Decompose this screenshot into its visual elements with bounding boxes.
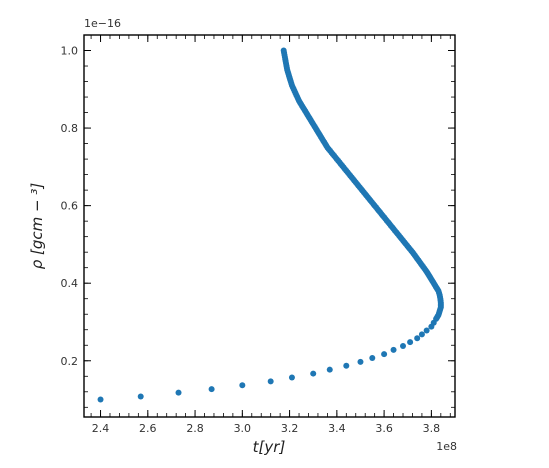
x-tick-label: 2.4 [92,422,110,435]
data-point [267,378,274,385]
y-offset-label: 1e−16 [84,17,121,30]
data-point [400,343,407,350]
x-tick-label: 3.0 [234,422,252,435]
data-point [423,327,430,334]
data-point [175,389,182,396]
data-point [390,346,397,353]
x-tick-label: 2.6 [139,422,157,435]
y-tick-label: 1.0 [61,45,79,58]
y-axis-ticks: 0.2 0.4 0.6 0.8 1.0 [61,34,455,408]
x-tick-label: 3.8 [423,422,441,435]
y-axis-label: ρ [gcm − ³] [28,183,46,270]
data-point [343,362,350,369]
data-point [414,335,421,342]
y-tick-label: 0.4 [61,277,79,290]
data-point [381,351,388,358]
x-tick-label: 2.8 [186,422,204,435]
x-tick-label: 3.6 [375,422,393,435]
x-axis-label: t[yr] [253,438,286,456]
data-point [407,339,414,346]
y-tick-label: 0.6 [61,200,79,213]
data-point [326,366,333,373]
y-tick-label: 0.8 [61,122,79,135]
data-points [97,47,444,403]
data-point [239,382,246,389]
data-point [97,396,104,403]
data-point [357,358,364,365]
data-point [288,374,295,381]
x-offset-label: 1e8 [436,440,457,453]
x-tick-label: 3.4 [328,422,346,435]
x-tick-label: 3.2 [281,422,299,435]
data-point [418,331,425,338]
data-point [280,47,287,54]
data-point [310,370,317,377]
x-axis-ticks: 2.4 2.6 2.8 3.0 3.2 3.4 3.6 3.8 [90,35,451,435]
data-point [208,386,215,393]
y-tick-label: 0.2 [61,355,79,368]
data-point [137,393,144,400]
data-point [369,355,376,362]
plot-frame [83,34,456,418]
